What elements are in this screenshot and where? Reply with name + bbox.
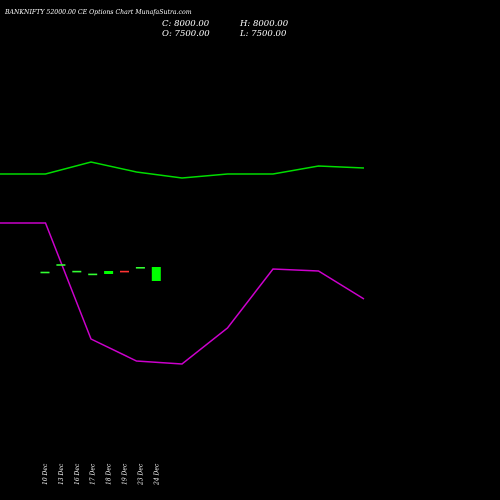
candle-body: [72, 270, 82, 273]
candle-body: [56, 264, 66, 266]
candle-body: [151, 267, 161, 281]
candle-body: [88, 273, 98, 276]
upper-line-series: [0, 161, 365, 179]
candle-body: [120, 270, 129, 273]
chart-title: BANKNIFTY 52000.00 CE Options Chart Muna…: [5, 9, 192, 16]
candle: [120, 270, 129, 273]
candle: [151, 267, 161, 281]
candle: [88, 273, 98, 276]
middle-line-series: [0, 222, 365, 365]
high-value: H: 8000.00: [240, 19, 289, 29]
x-tick-label: 13 Dec: [58, 463, 65, 485]
candle-body: [104, 271, 114, 274]
open-value: O: 7500.00: [162, 29, 210, 39]
x-tick-label: 19 Dec: [122, 463, 129, 485]
candle-body: [135, 267, 145, 269]
x-tick-label: 16 Dec: [74, 463, 81, 485]
candle: [135, 267, 145, 269]
close-value: C: 8000.00: [162, 19, 210, 29]
candle: [56, 264, 66, 266]
low-value: L: 7500.00: [240, 29, 287, 39]
candle: [40, 271, 50, 274]
x-tick-label: 10 Dec: [42, 463, 49, 485]
x-tick-label: 18 Dec: [106, 463, 113, 485]
x-tick-label: 17 Dec: [90, 463, 97, 485]
x-tick-label: 23 Dec: [137, 463, 144, 486]
candle: [104, 271, 114, 274]
candle: [72, 270, 82, 273]
candle-body: [40, 271, 50, 274]
x-tick-label: 24 Dec: [153, 463, 160, 486]
